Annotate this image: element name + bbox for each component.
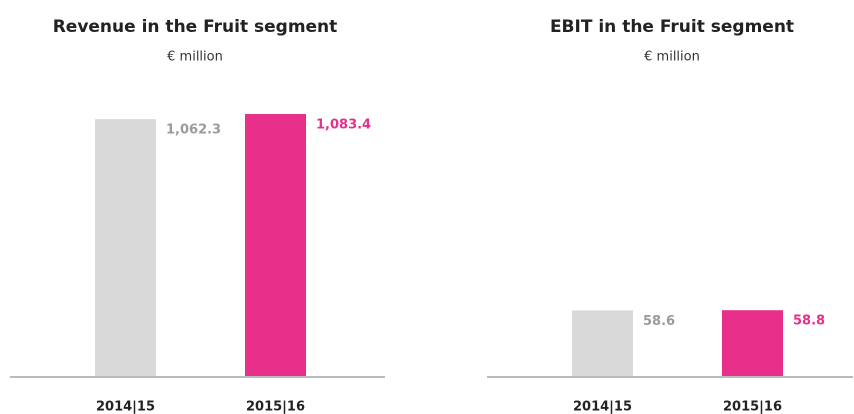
x-tick-label: 2014|15	[573, 400, 632, 414]
x-tick-label: 2014|15	[96, 400, 155, 414]
value-label: 58.6	[643, 314, 675, 329]
bar	[95, 119, 156, 377]
chart-subtitle: € million	[167, 50, 223, 65]
chart-title: EBIT in the Fruit segment	[550, 17, 794, 37]
x-tick-label: 2015|16	[723, 400, 782, 414]
chart-subtitle: € million	[644, 50, 700, 65]
value-label: 1,083.4	[316, 118, 371, 133]
bar	[245, 114, 306, 378]
x-tick-label: 2015|16	[246, 400, 305, 414]
value-label: 58.8	[793, 314, 825, 329]
bar	[722, 310, 783, 377]
chart-title: Revenue in the Fruit segment	[53, 17, 338, 37]
value-label: 1,062.3	[166, 123, 221, 138]
bar	[572, 310, 633, 377]
